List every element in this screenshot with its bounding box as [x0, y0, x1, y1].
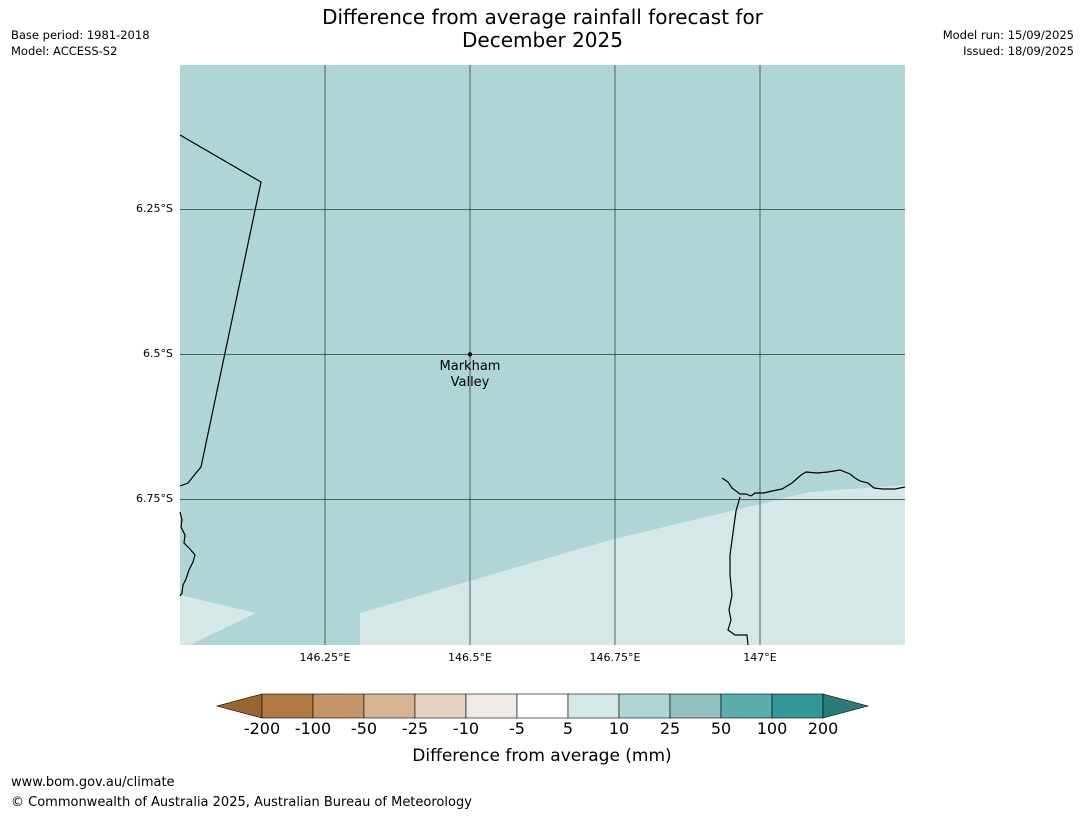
colorbar-tick-label: 10: [608, 719, 630, 738]
colorbar-extend-high: [822, 693, 870, 719]
colorbar-swatch: [618, 693, 671, 719]
colorbar-swatch: [261, 693, 314, 719]
colorbar-tick-label: -25: [401, 719, 429, 738]
colorbar-tick-label: -50: [350, 719, 378, 738]
light-rainfall-zone-west: [180, 595, 256, 645]
light-rainfall-zone: [360, 485, 905, 645]
map-canvas[interactable]: [179, 65, 906, 646]
colorbar-tick-label: -200: [243, 719, 281, 738]
markham-valley-label: Markham Valley: [420, 359, 520, 391]
map-title: Difference from average rainfall forecas…: [0, 6, 1085, 52]
colorbar-tick-label: -10: [452, 719, 480, 738]
colorbar-tick-label: 200: [807, 719, 839, 738]
colorbar-swatch: [516, 693, 569, 719]
colorbar-swatch: [720, 693, 773, 719]
meta-right: Model run: 15/09/2025 Issued: 18/09/2025: [943, 27, 1074, 59]
lat-tick-6-75: 6.75°S: [136, 492, 173, 505]
markham-valley-marker[interactable]: [467, 352, 473, 357]
colorbar-swatch: [669, 693, 722, 719]
lon-tick-146-5: 146.5°E: [448, 651, 492, 664]
colorbar: [215, 693, 870, 719]
lon-tick-147: 147°E: [743, 651, 777, 664]
place-name-line1: Markham: [439, 359, 501, 374]
lat-tick-6-25: 6.25°S: [136, 202, 173, 215]
colorbar-swatch: [771, 693, 824, 719]
colorbar-swatch: [465, 693, 518, 719]
coastlines: [179, 134, 906, 646]
colorbar-swatches: [215, 693, 870, 719]
colorbar-tick-label: -5: [509, 719, 525, 738]
west-coastline: [179, 511, 196, 597]
colorbar-tick-label: 25: [659, 719, 681, 738]
issued-text: Issued: 18/09/2025: [963, 44, 1074, 58]
place-name-line2: Valley: [450, 375, 490, 390]
east-coastline: [721, 469, 906, 497]
map-title-line2: December 2025: [462, 28, 623, 52]
colorbar-extend-low: [215, 693, 263, 719]
colorbar-tick-label: -100: [294, 719, 332, 738]
graticule: [180, 65, 905, 645]
model-run-text: Model run: 15/09/2025: [942, 28, 1074, 42]
colorbar-swatch: [363, 693, 416, 719]
meta-left: Base period: 1981-2018 Model: ACCESS-S2: [11, 27, 150, 59]
colorbar-tick-label: 50: [710, 719, 732, 738]
colorbar-swatch: [567, 693, 620, 719]
model-text: Model: ACCESS-S2: [11, 44, 118, 58]
lat-tick-6-5: 6.5°S: [143, 347, 173, 360]
colorbar-tick-label: 100: [756, 719, 788, 738]
footer-copyright: © Commonwealth of Australia 2025, Austra…: [11, 795, 472, 810]
lon-tick-146-25: 146.25°E: [299, 651, 351, 664]
map-title-line1: Difference from average rainfall forecas…: [322, 5, 763, 29]
base-period-text: Base period: 1981-2018: [11, 28, 150, 42]
river-line: [727, 496, 749, 646]
colorbar-title: Difference from average (mm): [412, 746, 672, 766]
colorbar-swatch: [312, 693, 365, 719]
colorbar-tick-label: 5: [562, 719, 574, 738]
provincial-border: [179, 134, 262, 487]
footer-url[interactable]: www.bom.gov.au/climate: [11, 775, 175, 790]
colorbar-swatch: [414, 693, 467, 719]
lon-tick-146-75: 146.75°E: [589, 651, 641, 664]
